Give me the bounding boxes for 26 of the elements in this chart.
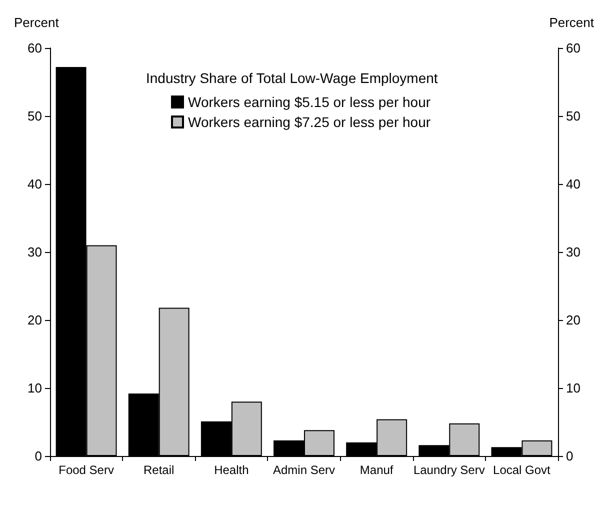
y-axis-title: Percent (14, 15, 60, 30)
x-tick-label: Local Govt (493, 463, 552, 477)
y-tick-label: 10 (28, 380, 42, 396)
y-tick-label: 20 (28, 312, 42, 328)
y-tick-label: 50 (28, 108, 42, 124)
x-tick-label: Retail (144, 463, 174, 477)
y2-tick-label: 0 (566, 448, 574, 464)
x-tick-label: Health (214, 463, 249, 477)
y2-tick-label: 10 (566, 380, 580, 396)
y-tick-label: 40 (28, 176, 42, 192)
y2-tick-label: 30 (566, 244, 580, 260)
legend-label: Workers earning $7.25 or less per hour (188, 114, 431, 130)
y-tick-label: 60 (28, 40, 42, 56)
y2-axis-title: Percent (549, 15, 594, 30)
y2-tick-label: 60 (566, 40, 580, 56)
y2-tick-label: 20 (566, 312, 580, 328)
y2-tick-label: 50 (566, 108, 580, 124)
y-tick-label: 0 (34, 448, 42, 464)
y-tick-label: 30 (28, 244, 42, 260)
x-tick-label: Food Serv (58, 463, 114, 477)
legend-title: Industry Share of Total Low-Wage Employment (146, 70, 438, 86)
x-tick-label: Admin Serv (272, 463, 336, 477)
legend-label: Workers earning $5.15 or less per hour (188, 94, 431, 110)
x-tick-label: Manuf (360, 463, 394, 477)
x-tick-label: Laundry Serv (413, 463, 485, 477)
y2-tick-label: 40 (566, 176, 580, 192)
